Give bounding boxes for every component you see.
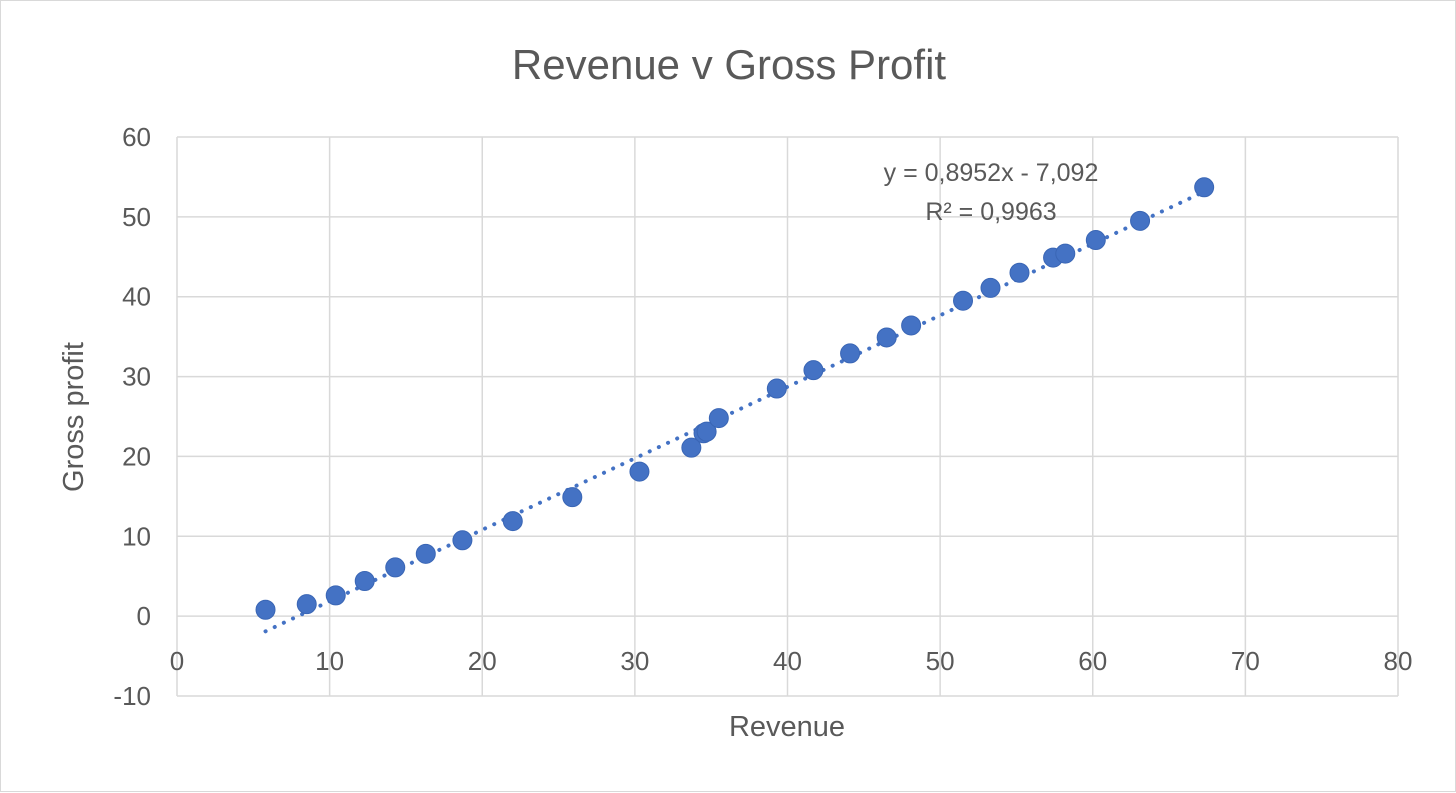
x-axis-title: Revenue (729, 711, 845, 743)
data-point (708, 408, 729, 429)
data-point (296, 594, 317, 615)
x-tick-label: 0 (170, 646, 184, 676)
x-tick-label: 60 (1078, 646, 1107, 676)
data-point (980, 277, 1001, 298)
data-point (696, 421, 717, 442)
data-point (1130, 210, 1151, 231)
data-point (803, 360, 824, 381)
data-points (255, 177, 1215, 620)
grid (176, 136, 1399, 697)
data-point (766, 378, 787, 399)
x-tick-label: 20 (468, 646, 497, 676)
x-tick-label: 10 (315, 646, 344, 676)
y-tick-label: 60 (122, 122, 151, 152)
data-point (840, 343, 861, 364)
data-point (876, 327, 897, 348)
x-tick-label: 30 (620, 646, 649, 676)
x-tick-label: 80 (1384, 646, 1413, 676)
data-point (681, 437, 702, 458)
chart-title: Revenue v Gross Profit (512, 41, 947, 88)
data-point (1194, 177, 1215, 198)
y-tick-label: 40 (122, 282, 151, 312)
data-point (1085, 230, 1106, 251)
x-tick-label: 70 (1231, 646, 1260, 676)
tick-labels: -10 0 10 20 30 40 50 60 0 10 20 30 40 50 60 70 80 (113, 122, 1412, 711)
y-tick-label: 0 (137, 601, 151, 631)
data-point (502, 511, 523, 532)
data-point (562, 487, 583, 508)
data-point (901, 315, 922, 336)
trendline-equation: y = 0,8952x - 7,092 (884, 159, 1099, 187)
data-point (385, 557, 406, 578)
trendline-r-squared: R² = 0,9963 (925, 198, 1056, 226)
y-tick-label: -10 (113, 681, 151, 711)
data-point (325, 585, 346, 606)
y-axis-title: Gross profit (58, 342, 90, 492)
data-point (354, 571, 375, 592)
data-point (1009, 262, 1030, 283)
data-point (255, 599, 276, 620)
y-tick-label: 10 (122, 521, 151, 551)
data-point (452, 530, 473, 551)
y-tick-label: 50 (122, 202, 151, 232)
data-point (629, 461, 650, 482)
data-point (1055, 243, 1076, 264)
x-tick-label: 40 (773, 646, 802, 676)
data-point (953, 290, 974, 311)
y-tick-label: 30 (122, 362, 151, 392)
data-point (415, 543, 436, 564)
x-tick-label: 50 (926, 646, 955, 676)
y-tick-label: 20 (122, 441, 151, 471)
